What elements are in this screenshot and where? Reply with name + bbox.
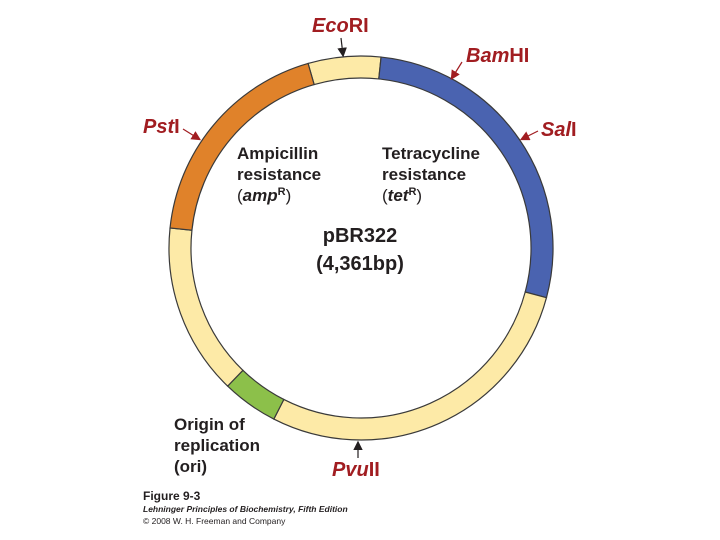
ring-segment <box>307 55 382 86</box>
figure-number: Figure 9-3 <box>143 489 201 503</box>
site-label: EcoRI <box>312 15 369 37</box>
arrow <box>450 61 463 81</box>
plasmid-ring <box>168 55 554 441</box>
arrow <box>337 37 347 58</box>
plasmid-name: pBR322 <box>323 225 397 247</box>
region-label: (ampR) <box>237 186 291 205</box>
site-label: PstI <box>143 116 180 138</box>
site-label: SalI <box>541 119 577 141</box>
copyright: © 2008 W. H. Freeman and Company <box>143 516 286 526</box>
ring-segment <box>273 291 548 441</box>
site-label: BamHI <box>466 45 529 67</box>
region-label: Origin of <box>174 415 245 434</box>
region-label: resistance <box>382 165 466 184</box>
region-label: (ori) <box>174 457 207 476</box>
arrow <box>182 128 202 141</box>
region-label: resistance <box>237 165 321 184</box>
arrow <box>519 130 539 141</box>
region-label: Tetracycline <box>382 144 480 163</box>
book-title: Lehninger Principles of Biochemistry, Fi… <box>143 504 348 514</box>
ring-segment <box>169 62 315 231</box>
site-label: PvuII <box>332 459 380 481</box>
region-label: Ampicillin <box>237 144 318 163</box>
ring-segment <box>168 227 244 387</box>
region-label: (tetR) <box>382 186 422 205</box>
plasmid-size: (4,361bp) <box>316 253 404 275</box>
region-label: replication <box>174 436 260 455</box>
